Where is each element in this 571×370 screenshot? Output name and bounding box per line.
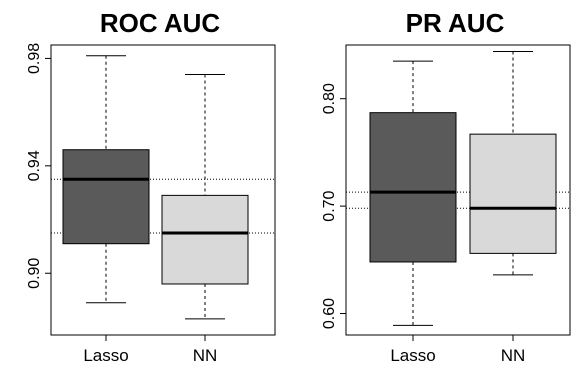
plot-frame — [50, 44, 276, 336]
chart-title: ROC AUC — [100, 8, 221, 38]
y-tick-label: 0.70 — [321, 190, 338, 221]
box-lasso — [369, 60, 457, 326]
iqr-box — [369, 112, 457, 263]
box-lasso — [62, 55, 150, 304]
y-tick-label: 0.80 — [321, 83, 338, 114]
box-nn — [469, 50, 557, 276]
y-tick-label: 0.60 — [321, 298, 338, 329]
iqr-box — [161, 194, 249, 285]
category-label-lasso: Lasso — [390, 346, 435, 365]
chart-title: PR AUC — [406, 8, 505, 38]
panel-roc-auc: ROC AUC 0.90 0.94 0.98 Lasso NN — [26, 8, 276, 365]
iqr-box — [62, 149, 150, 245]
plot-frame — [345, 44, 571, 336]
category-label-nn: NN — [193, 346, 218, 365]
y-tick-label: 0.90 — [26, 258, 43, 289]
category-label-nn: NN — [501, 346, 526, 365]
panel-pr-auc: PR AUC 0.60 0.70 0.80 Lasso NN — [321, 8, 571, 365]
box-nn — [161, 74, 249, 320]
iqr-box — [469, 133, 557, 254]
category-label-lasso: Lasso — [83, 346, 128, 365]
y-tick-label: 0.98 — [26, 43, 43, 74]
y-tick-label: 0.94 — [26, 150, 43, 181]
